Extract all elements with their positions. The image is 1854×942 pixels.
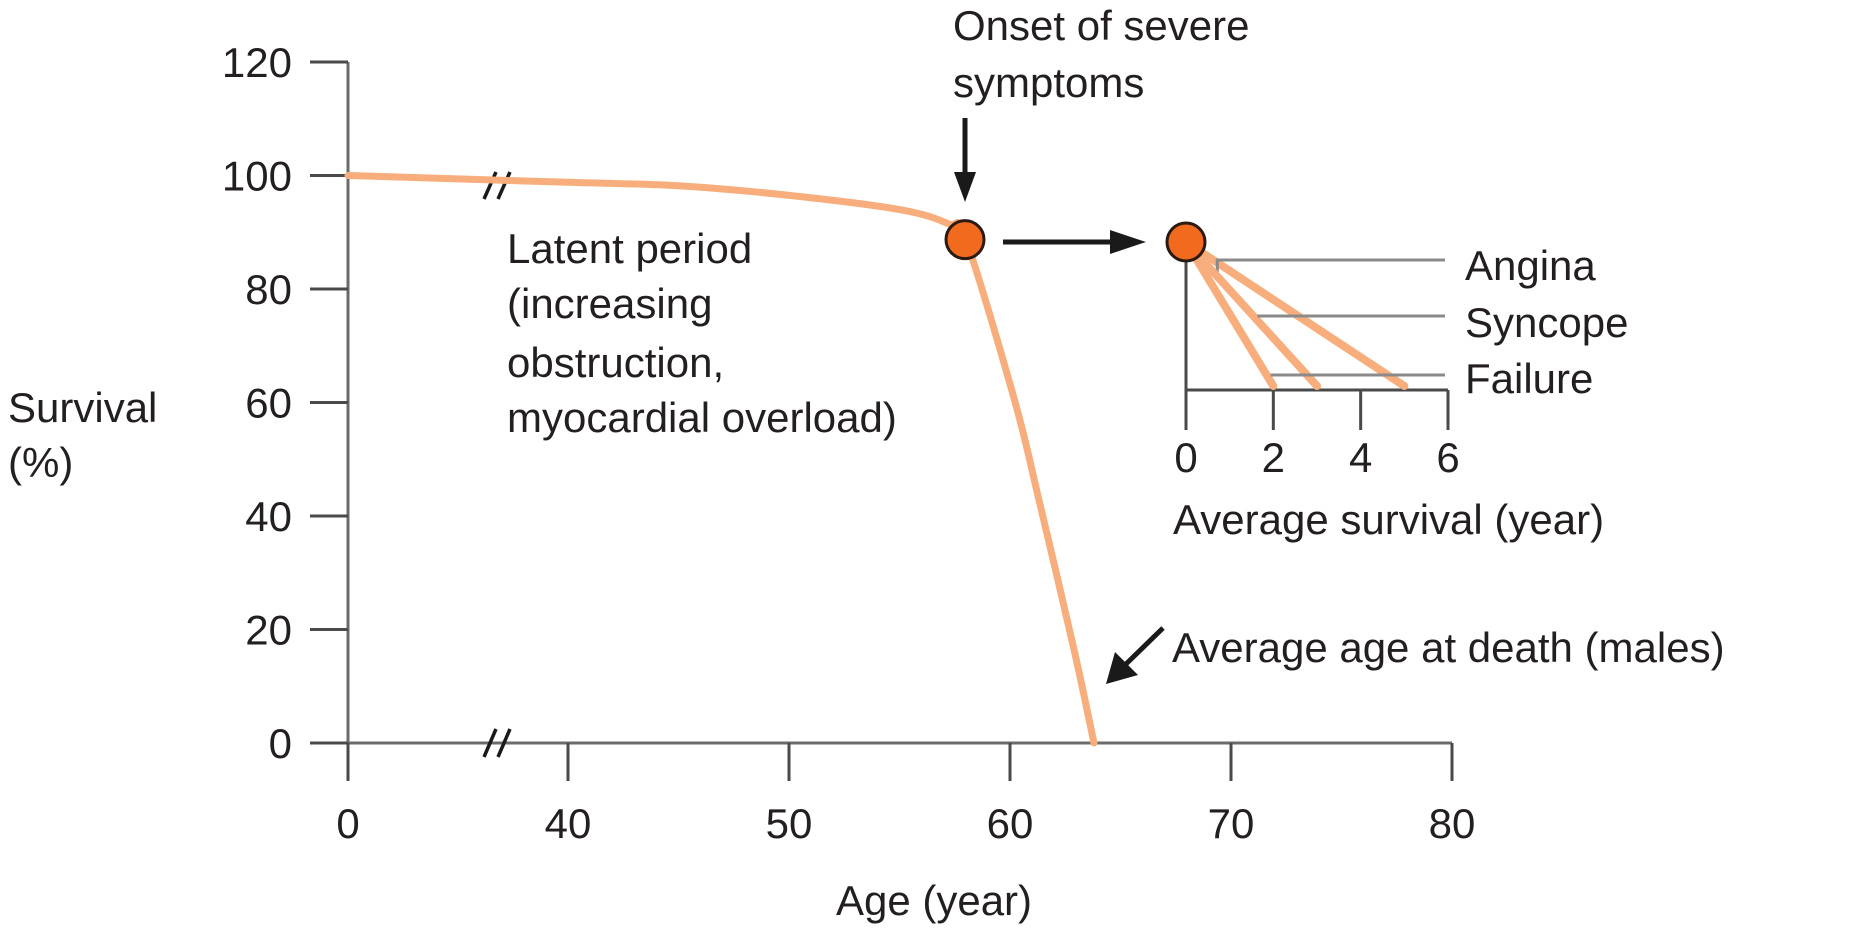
latent-label-line-4: myocardial overload) (507, 394, 897, 441)
y-tick-label: 80 (245, 266, 292, 313)
inset-series-label-syncope: Syncope (1465, 299, 1628, 346)
right-arrow-icon (1003, 230, 1146, 254)
y-tick-label: 0 (269, 720, 292, 767)
inset-series-line-failure (1182, 238, 1278, 390)
latent-label-line-3: obstruction, (507, 339, 724, 386)
inset-series-line-syncope (1182, 238, 1321, 390)
latent-label-line-1: Latent period (507, 225, 752, 272)
inset-leader-line-angina (1215, 258, 1445, 275)
inset-series-label-angina: Angina (1465, 242, 1596, 289)
death-label: Average age at death (males) (1172, 624, 1725, 671)
x-tick-label: 80 (1429, 800, 1476, 847)
inset-series-line-angina (1182, 238, 1409, 390)
onset-label-line-2: symptoms (953, 59, 1144, 106)
survival-curve (344, 172, 1098, 747)
onset-down-arrow-icon (954, 118, 976, 202)
inset-x-tick-label: 2 (1262, 434, 1285, 481)
x-tick-label: 50 (766, 800, 813, 847)
y-axis-label-line-1: Survival (8, 384, 157, 431)
x-tick-label: 70 (1208, 800, 1255, 847)
x-axis-break-mark (482, 728, 498, 758)
inset-x-axis-label: Average survival (year) (1173, 496, 1604, 543)
inset-x-tick-label: 4 (1349, 434, 1372, 481)
inset-chart: 0 2 4 6 Angina Syncope Failure (1174, 238, 1628, 481)
x-tick-label: 40 (545, 800, 592, 847)
y-tick-label: 100 (222, 153, 292, 200)
inset-start-marker (1165, 221, 1207, 263)
x-axis-break-mark (496, 728, 512, 758)
death-arrow-icon (1106, 626, 1165, 684)
x-tick-label: 60 (987, 800, 1034, 847)
y-tick-label: 120 (222, 39, 292, 86)
latent-label-line-2: (increasing (507, 280, 712, 327)
x-tick-label: 0 (336, 800, 359, 847)
inset-x-tick-label: 6 (1436, 434, 1459, 481)
inset-x-tick-label: 0 (1174, 434, 1197, 481)
curve-break-mark (482, 171, 498, 200)
y-tick-label: 20 (245, 607, 292, 654)
curve-break-mark (496, 171, 512, 200)
y-tick-label: 60 (245, 380, 292, 427)
y-axis-label-line-2: (%) (8, 439, 73, 486)
y-tick-label: 40 (245, 493, 292, 540)
onset-label-line-1: Onset of severe (953, 2, 1249, 49)
x-axis-label: Age (year) (836, 877, 1032, 924)
inset-series-label-failure: Failure (1465, 355, 1593, 402)
onset-marker (944, 219, 986, 261)
